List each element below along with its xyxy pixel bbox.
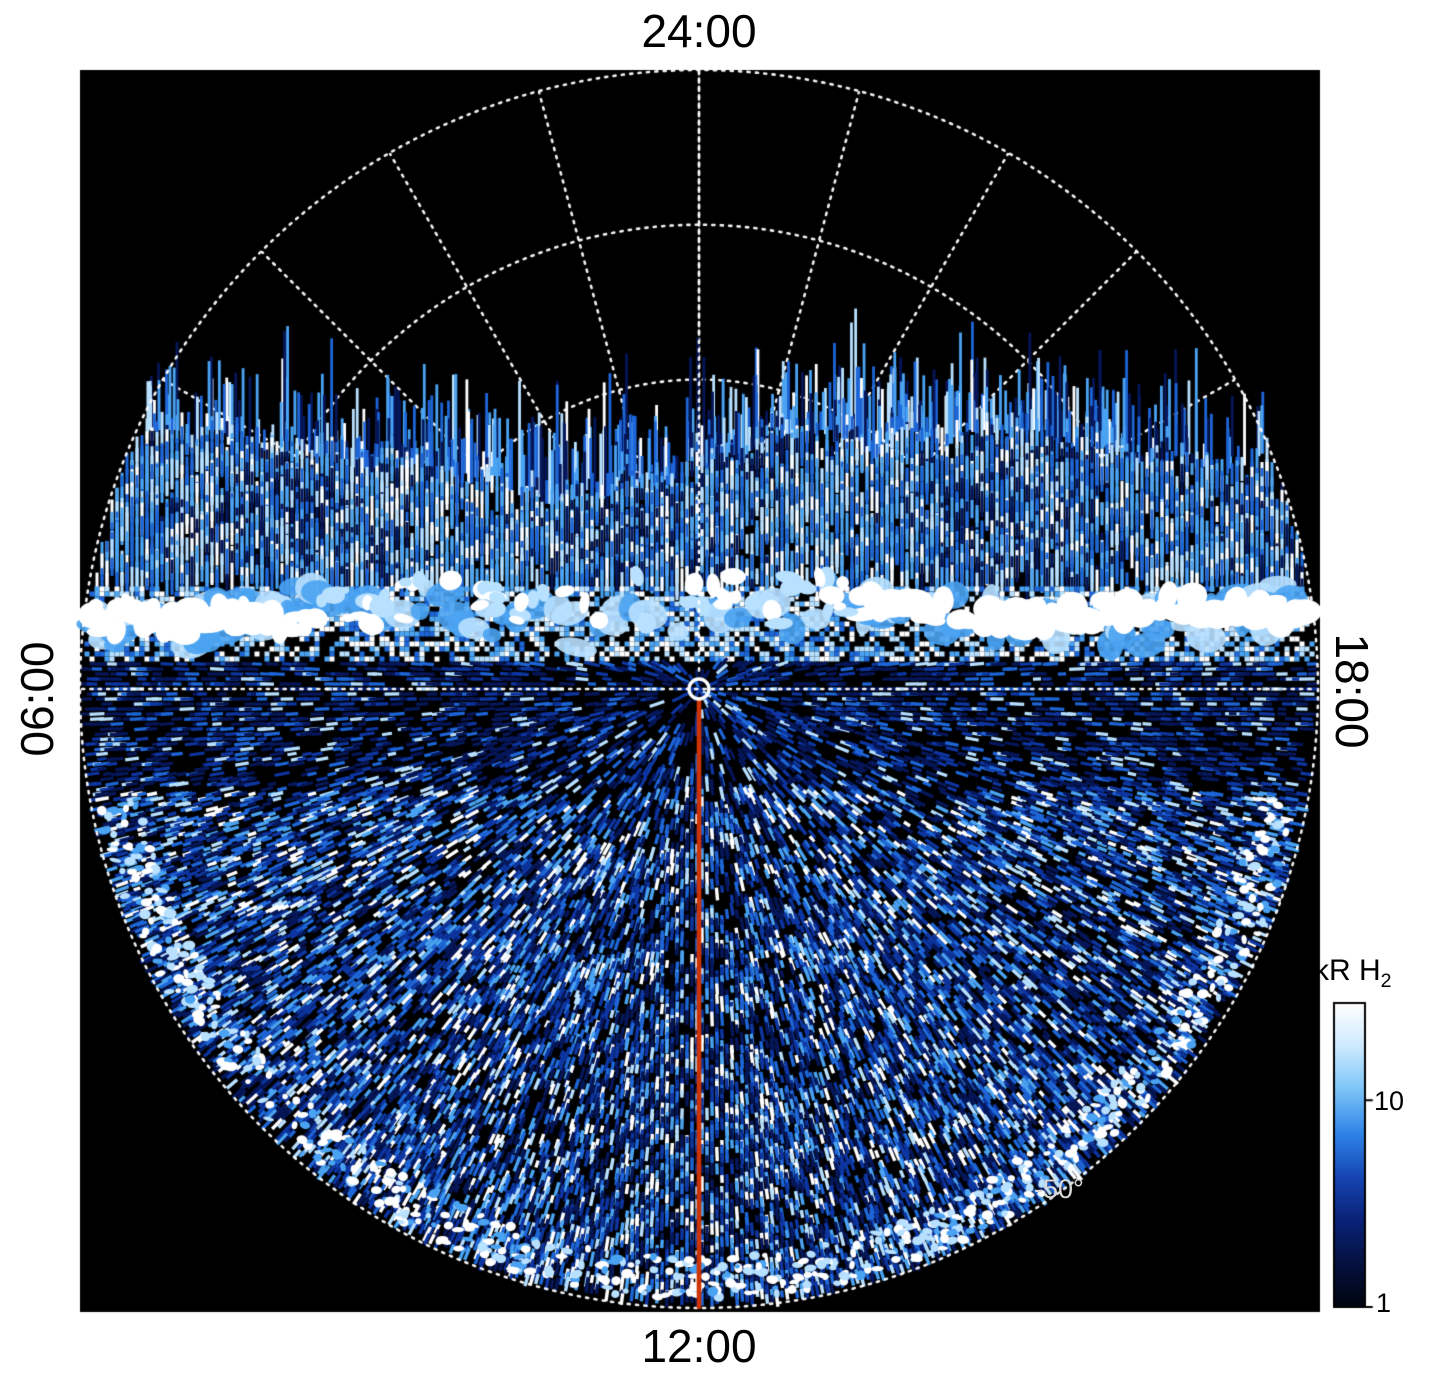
local-time-label-1200: 12:00 [641,1320,757,1372]
local-time-label-1800: 18:00 [1326,633,1378,749]
colorbar-tick-1: 1 [1376,1288,1392,1318]
colorbar-title-main: kR H [1314,954,1381,987]
colorbar-title: kR H2 [1314,954,1392,993]
local-time-label-2400: 24:00 [641,5,757,57]
colorbar-tick-10: 10 [1374,1086,1405,1116]
local-time-label-0600: 06:00 [11,641,63,757]
colorbar-title-subscript: 2 [1380,970,1392,992]
latitude-ring-label: -50° [1034,1174,1084,1204]
